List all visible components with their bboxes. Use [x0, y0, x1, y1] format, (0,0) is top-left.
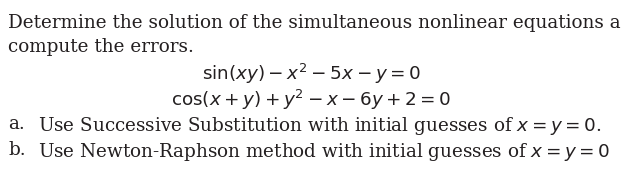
Text: $\sin(xy) - x^2 - 5x - y = 0$: $\sin(xy) - x^2 - 5x - y = 0$: [202, 62, 420, 86]
Text: compute the errors.: compute the errors.: [8, 38, 194, 56]
Text: a.: a.: [8, 115, 25, 133]
Text: Use Newton-Raphson method with initial guesses of $x = y = 0$: Use Newton-Raphson method with initial g…: [38, 141, 610, 163]
Text: b.: b.: [8, 141, 25, 159]
Text: Use Successive Substitution with initial guesses of $x = y = 0$.: Use Successive Substitution with initial…: [38, 115, 602, 137]
Text: Determine the solution of the simultaneous nonlinear equations and: Determine the solution of the simultaneo…: [8, 14, 621, 32]
Text: $\cos(x + y) + y^2 - x - 6y + 2 = 0$: $\cos(x + y) + y^2 - x - 6y + 2 = 0$: [171, 88, 451, 112]
